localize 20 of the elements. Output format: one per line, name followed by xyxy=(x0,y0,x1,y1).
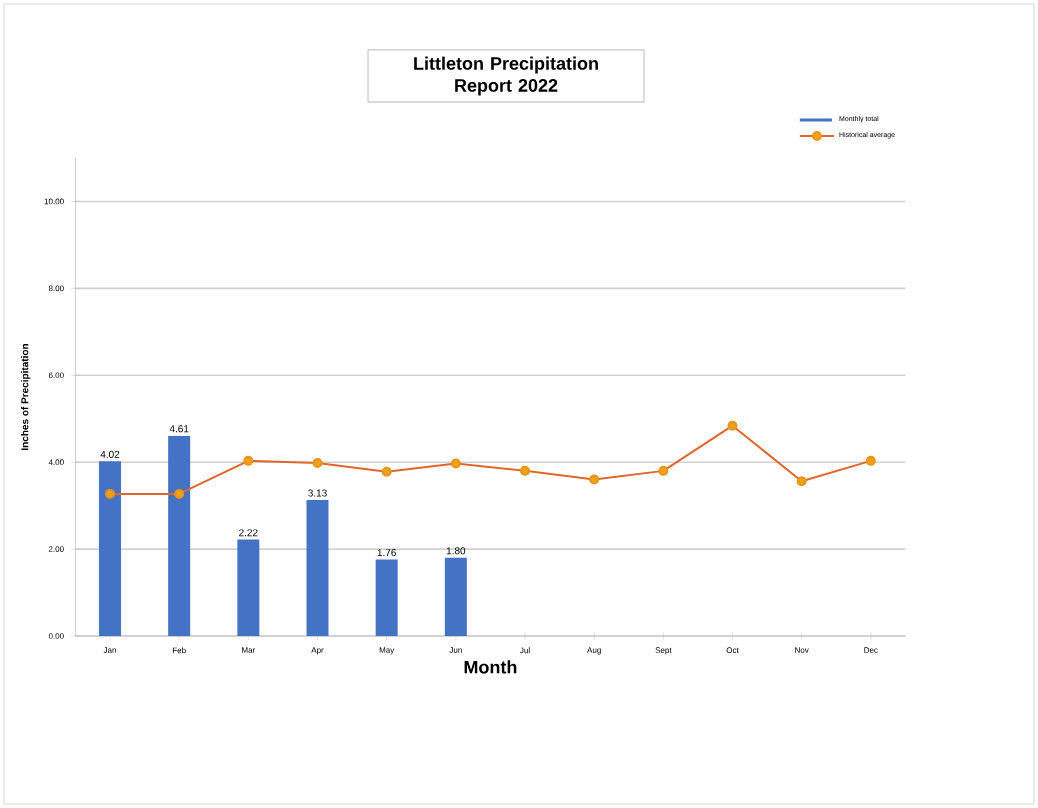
bar xyxy=(99,461,121,636)
point xyxy=(312,458,323,469)
bar xyxy=(168,435,191,636)
point xyxy=(174,488,185,499)
point xyxy=(589,474,600,485)
bar xyxy=(444,557,467,636)
bar xyxy=(375,559,398,636)
point xyxy=(381,466,392,477)
point xyxy=(243,455,254,466)
x-axis-title: Month xyxy=(464,660,517,674)
point xyxy=(450,458,461,469)
point xyxy=(865,455,876,466)
chart-title: Littleton Precipitation Report 2022 xyxy=(414,56,598,96)
bar xyxy=(306,499,329,636)
point xyxy=(796,476,807,487)
point xyxy=(520,465,531,476)
bar xyxy=(237,539,260,636)
point xyxy=(658,465,669,476)
point xyxy=(105,488,115,499)
point xyxy=(727,420,738,431)
